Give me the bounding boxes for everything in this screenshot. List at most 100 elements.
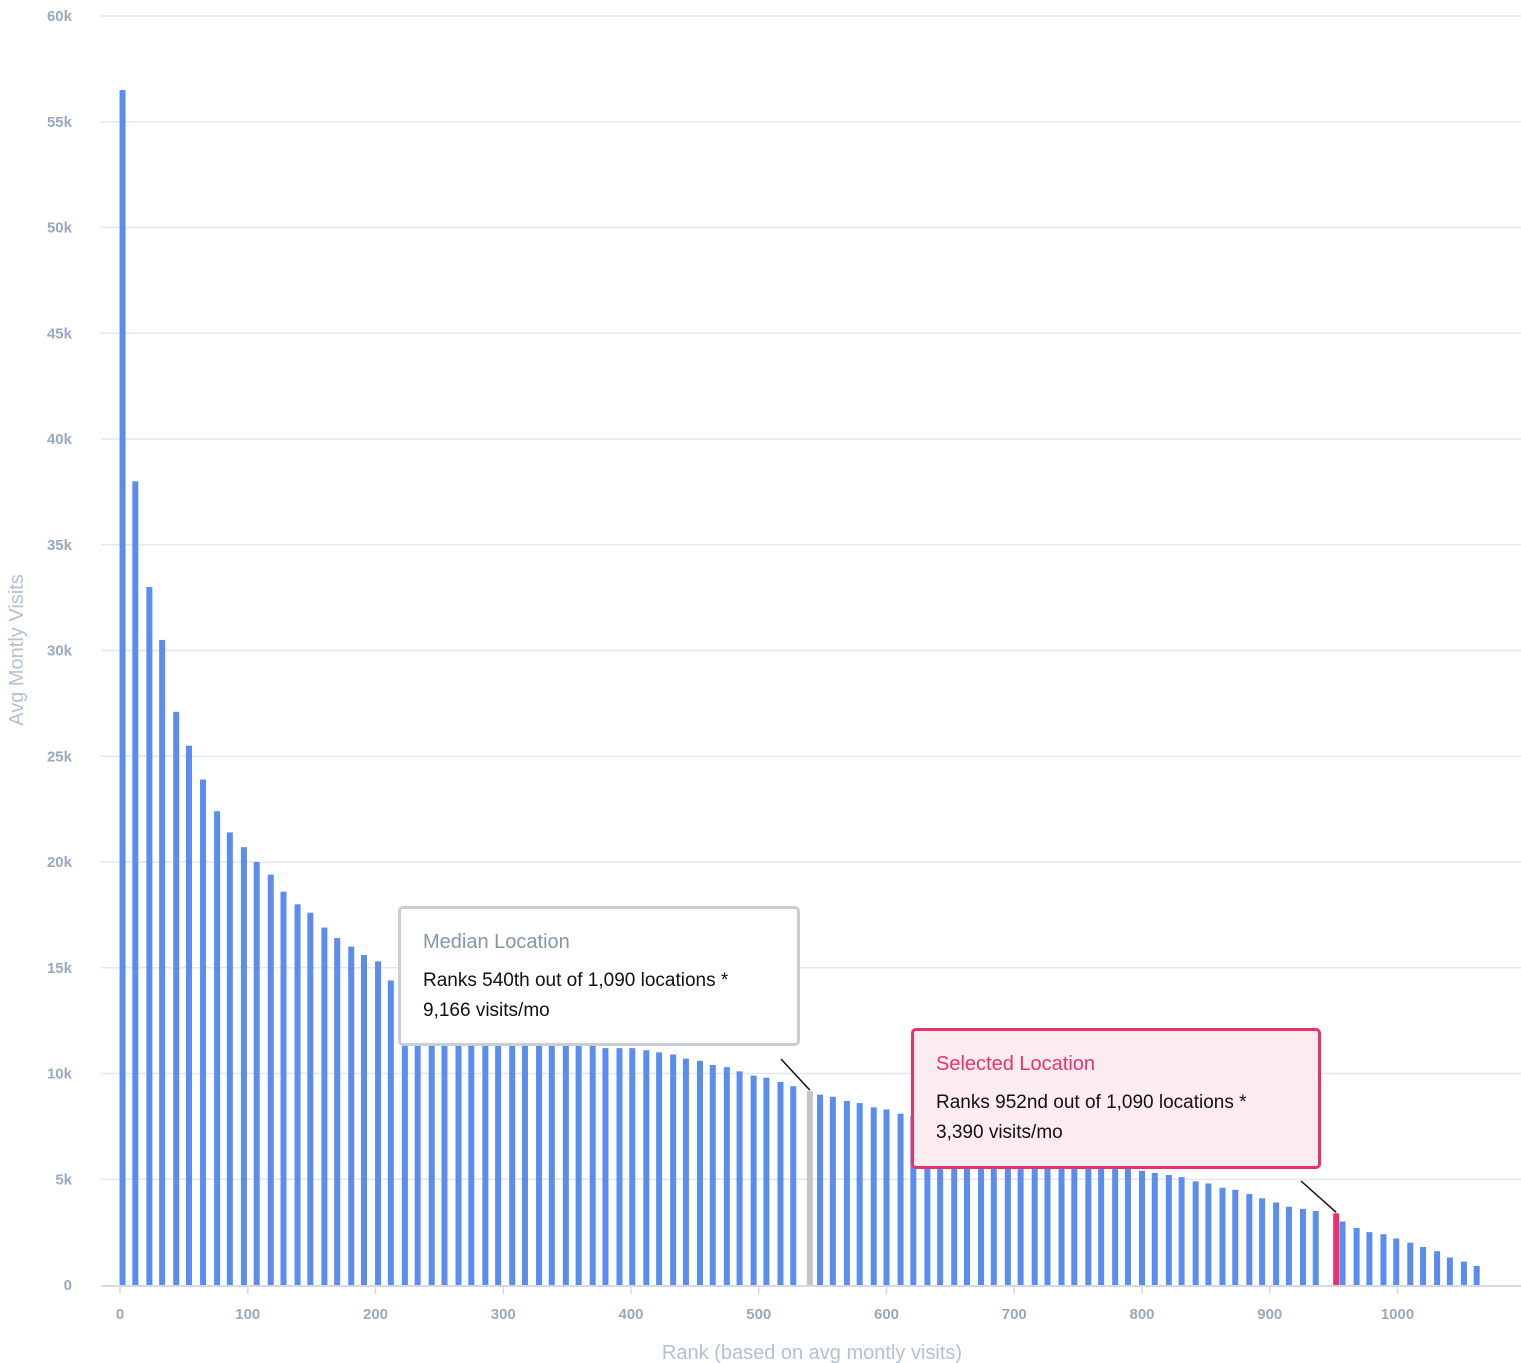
bar[interactable] (817, 1094, 824, 1285)
bar[interactable] (1473, 1265, 1480, 1285)
bar[interactable] (185, 745, 192, 1285)
bar[interactable] (375, 961, 382, 1285)
bar[interactable] (1004, 1139, 1011, 1285)
bar[interactable] (670, 1054, 677, 1285)
median-bar[interactable] (806, 1091, 813, 1285)
bar[interactable] (1071, 1153, 1078, 1285)
bar[interactable] (682, 1058, 689, 1285)
bar[interactable] (1353, 1227, 1360, 1285)
bar[interactable] (616, 1048, 623, 1285)
bar[interactable] (1058, 1149, 1065, 1285)
bar[interactable] (656, 1052, 663, 1285)
bar[interactable] (1299, 1208, 1306, 1285)
bar[interactable] (536, 1037, 543, 1285)
bar[interactable] (401, 986, 408, 1285)
bar[interactable] (924, 1120, 931, 1285)
bar[interactable] (1178, 1177, 1185, 1285)
bar[interactable] (790, 1086, 797, 1285)
bar[interactable] (321, 927, 328, 1285)
bar[interactable] (575, 1046, 582, 1285)
bar[interactable] (1192, 1181, 1199, 1285)
bar[interactable] (990, 1134, 997, 1285)
bar[interactable] (736, 1071, 743, 1285)
bar[interactable] (1366, 1232, 1373, 1285)
bar[interactable] (1420, 1246, 1427, 1285)
bar[interactable] (1017, 1141, 1024, 1285)
bar[interactable] (1460, 1261, 1467, 1285)
bar[interactable] (294, 904, 301, 1285)
bar[interactable] (1165, 1175, 1172, 1285)
selected-bar[interactable] (1333, 1213, 1340, 1285)
bar[interactable] (1085, 1155, 1092, 1285)
bar[interactable] (870, 1107, 877, 1285)
bar[interactable] (468, 1020, 475, 1285)
bar[interactable] (119, 90, 126, 1285)
bar[interactable] (910, 1115, 917, 1285)
bar[interactable] (1246, 1194, 1253, 1285)
bar[interactable] (1205, 1183, 1212, 1285)
bar[interactable] (387, 980, 394, 1285)
bar[interactable] (602, 1048, 609, 1285)
bar[interactable] (132, 481, 139, 1285)
bar[interactable] (963, 1128, 970, 1285)
bar[interactable] (1285, 1206, 1292, 1285)
bar[interactable] (978, 1132, 985, 1285)
bar[interactable] (562, 1043, 569, 1285)
bar[interactable] (1273, 1202, 1280, 1285)
bar[interactable] (509, 1031, 516, 1285)
bar[interactable] (1339, 1221, 1346, 1285)
bar[interactable] (280, 891, 287, 1285)
bar[interactable] (856, 1103, 863, 1285)
bar[interactable] (763, 1077, 770, 1285)
bar[interactable] (521, 1035, 528, 1285)
bar[interactable] (1098, 1160, 1105, 1285)
bar[interactable] (897, 1113, 904, 1285)
bar[interactable] (589, 1046, 596, 1285)
bar[interactable] (1139, 1170, 1145, 1285)
bar[interactable] (1312, 1210, 1319, 1285)
bar[interactable] (240, 847, 247, 1285)
bar[interactable] (1380, 1234, 1387, 1285)
bar[interactable] (214, 811, 221, 1285)
bar[interactable] (1407, 1242, 1414, 1285)
bar[interactable] (361, 955, 368, 1285)
bar[interactable] (1232, 1189, 1239, 1285)
bar[interactable] (883, 1109, 890, 1285)
bar[interactable] (777, 1081, 784, 1285)
bar[interactable] (829, 1096, 836, 1285)
bar[interactable] (1446, 1257, 1453, 1285)
bar[interactable] (482, 1024, 489, 1285)
bar[interactable] (1434, 1251, 1441, 1285)
bar[interactable] (1124, 1166, 1131, 1285)
bar[interactable] (1044, 1145, 1051, 1285)
bar[interactable] (937, 1122, 944, 1285)
bar[interactable] (226, 832, 233, 1285)
bar[interactable] (428, 1001, 435, 1285)
bar[interactable] (723, 1067, 730, 1285)
bar[interactable] (1393, 1238, 1400, 1285)
bar[interactable] (414, 995, 421, 1285)
bar[interactable] (1031, 1143, 1038, 1285)
bar[interactable] (441, 1010, 448, 1285)
bar[interactable] (843, 1100, 850, 1285)
bar[interactable] (267, 874, 274, 1285)
bar[interactable] (548, 1041, 555, 1285)
bar[interactable] (951, 1126, 958, 1285)
bar[interactable] (709, 1065, 716, 1285)
bar[interactable] (200, 779, 207, 1285)
bar[interactable] (455, 1016, 462, 1285)
bar[interactable] (146, 587, 153, 1285)
bar[interactable] (253, 862, 260, 1285)
bar[interactable] (629, 1048, 636, 1285)
bar[interactable] (173, 711, 180, 1285)
bar[interactable] (348, 946, 355, 1285)
bar[interactable] (1112, 1162, 1119, 1285)
bar[interactable] (1151, 1172, 1158, 1285)
bar[interactable] (1219, 1187, 1226, 1285)
bar[interactable] (750, 1075, 757, 1285)
bar[interactable] (696, 1060, 703, 1285)
bar[interactable] (643, 1050, 650, 1285)
bar[interactable] (334, 938, 341, 1285)
bar[interactable] (159, 639, 166, 1285)
bar[interactable] (495, 1029, 502, 1285)
